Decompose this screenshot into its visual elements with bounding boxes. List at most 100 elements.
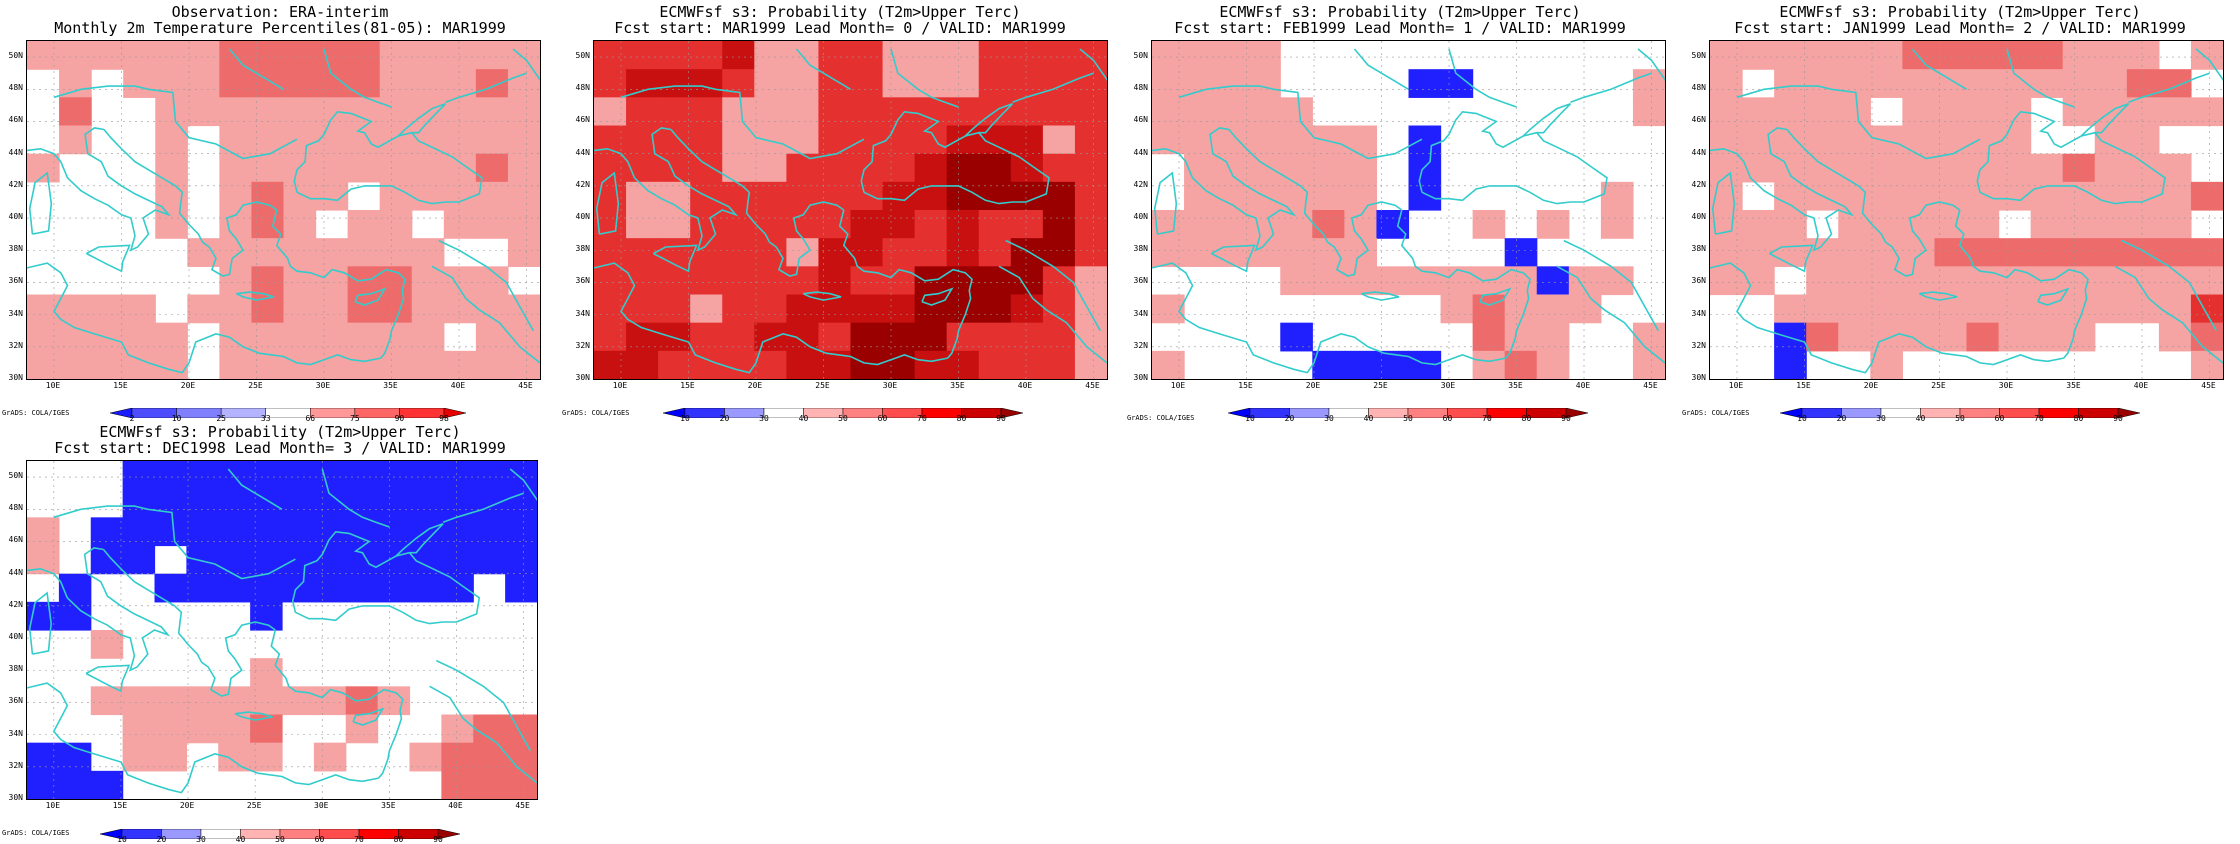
grid-cell xyxy=(123,41,156,70)
grid-cell xyxy=(1152,97,1185,127)
coastline xyxy=(1211,244,1256,273)
grid-cell xyxy=(377,517,411,547)
grid-cell xyxy=(2030,322,2064,352)
grid-cell xyxy=(443,41,477,70)
grid-cell xyxy=(377,489,411,518)
colorbar-swatch xyxy=(921,407,962,419)
grid-cell xyxy=(946,210,980,239)
grid-cell xyxy=(347,238,381,267)
grid-cell xyxy=(345,573,379,603)
grid-cell xyxy=(978,69,1012,98)
grid-cell xyxy=(1742,41,1775,70)
grid-cell xyxy=(505,545,537,575)
grid-cell xyxy=(1902,238,1936,267)
grid-cell xyxy=(155,97,188,127)
lat-tick-label: 34N xyxy=(575,308,590,318)
grid-cell xyxy=(1774,125,1807,155)
grid-cell xyxy=(850,41,884,70)
coastline xyxy=(1556,265,1665,364)
grid-cell xyxy=(1632,322,1665,352)
grid-cell xyxy=(978,238,1012,267)
grid-cell xyxy=(1376,210,1410,239)
grid-cell xyxy=(594,266,627,296)
colorbar-swatch xyxy=(279,828,320,840)
grid-cell xyxy=(2126,294,2160,324)
grid-cell xyxy=(282,517,315,547)
grid-cell xyxy=(2190,181,2223,211)
grid-cell xyxy=(219,69,253,98)
grid-cell xyxy=(507,294,540,324)
lon-tick-label: 15E xyxy=(113,381,128,390)
grid-cell xyxy=(882,210,916,239)
lat-tick-label: 32N xyxy=(1133,340,1148,350)
grid-cell xyxy=(1806,69,1839,98)
grid-cell xyxy=(58,770,92,799)
grid-cell xyxy=(754,322,787,352)
grid-cell xyxy=(1010,294,1044,324)
grid-cell xyxy=(754,125,787,155)
lon-tick-label: 20E xyxy=(179,801,195,810)
grid-cell xyxy=(2030,294,2064,324)
grid-cell xyxy=(441,573,474,603)
map-plot xyxy=(593,40,1108,380)
grid-cell xyxy=(1536,210,1570,239)
colorbar-swatch xyxy=(398,828,439,840)
colorbar-swatch xyxy=(443,407,467,419)
credit-text: GrADS: COLA/IGES xyxy=(562,409,630,417)
colorbar-label: 60 xyxy=(877,414,888,423)
colorbar-swatch xyxy=(310,407,356,419)
grid-cell xyxy=(379,97,413,127)
lat-tick-label: 40N xyxy=(575,212,590,222)
grid-cell xyxy=(1934,238,1968,267)
grid-cell xyxy=(90,630,124,659)
colorbar-swatch xyxy=(1447,407,1488,419)
grid-cell xyxy=(1280,322,1313,352)
grid-cell xyxy=(626,294,659,324)
grid-cell xyxy=(754,97,787,127)
grid-cell xyxy=(411,322,445,352)
lon-tick-label: 35E xyxy=(950,381,965,390)
grid-cell xyxy=(1966,69,2000,98)
lon-tick-label: 10E xyxy=(45,381,61,390)
colorbar-label: 75 xyxy=(350,414,360,423)
grid-cell xyxy=(409,742,442,772)
grid-cell xyxy=(1838,294,1871,324)
lat-tick-label: 42N xyxy=(1691,179,1706,189)
grid-cell xyxy=(722,322,755,352)
coastline xyxy=(1153,171,1178,235)
colorbar-label: 90 xyxy=(996,414,1006,423)
grid-cell xyxy=(2126,210,2160,239)
colorbar-swatch xyxy=(131,407,177,419)
grid-cell xyxy=(1472,350,1506,379)
grid-cell xyxy=(1966,97,2000,127)
grid-cell xyxy=(1536,266,1570,296)
grid-cell xyxy=(1998,41,2032,70)
coastline xyxy=(594,127,739,252)
grid-cell xyxy=(786,322,820,352)
coastline xyxy=(228,48,284,90)
grid-cell xyxy=(58,573,92,603)
grid-cell xyxy=(1248,97,1281,127)
coastline xyxy=(293,110,483,205)
grid-cell xyxy=(123,69,156,98)
coastline xyxy=(323,48,392,108)
grid-cell xyxy=(1966,181,2000,211)
grid-cell xyxy=(1536,350,1570,379)
grid-cell xyxy=(90,686,124,716)
coastline xyxy=(890,48,959,108)
grid-cell xyxy=(882,266,916,296)
grid-cell xyxy=(1998,153,2032,183)
colorbar-label: 50 xyxy=(1955,414,1965,423)
grid-cell xyxy=(946,238,980,267)
colorbar-svg xyxy=(99,828,461,840)
grid-cell xyxy=(475,350,509,379)
lon-tick-label: 25E xyxy=(815,381,830,390)
grid-cell xyxy=(475,97,509,127)
grid-cell xyxy=(315,153,349,183)
grid-cell xyxy=(219,238,253,267)
coastline xyxy=(595,171,620,235)
grid-cell xyxy=(1710,97,1743,127)
grid-cell xyxy=(441,545,474,575)
grid-cell xyxy=(473,545,506,575)
colorbar-swatch xyxy=(399,407,445,419)
